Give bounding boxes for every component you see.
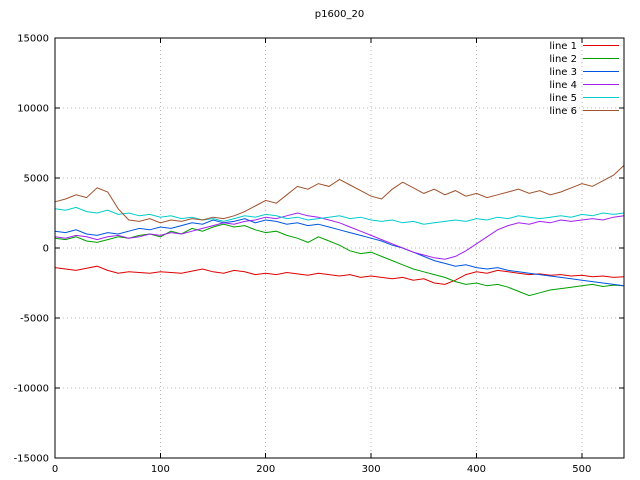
series-line-6 (54, 165, 625, 224)
legend-label-1: line 1 (549, 41, 577, 52)
y-tick-label: 10000 (17, 104, 49, 115)
series-line-5 (54, 206, 625, 225)
x-tick-label: 0 (52, 464, 58, 475)
series-line-4 (54, 212, 625, 260)
legend-label-5: line 5 (549, 93, 577, 104)
series-line-1 (54, 265, 625, 285)
x-tick-label: 400 (467, 464, 486, 475)
legend-label-4: line 4 (549, 80, 577, 91)
y-tick-label: 5000 (24, 174, 49, 185)
x-tick-label: 500 (572, 464, 591, 475)
series-line-2 (54, 223, 625, 297)
legend-label-6: line 6 (549, 106, 577, 117)
y-tick-label: -5000 (20, 314, 49, 325)
series-line-3 (54, 218, 625, 287)
y-tick-label: 15000 (17, 34, 49, 45)
legend-label-3: line 3 (549, 67, 577, 78)
x-tick-label: 300 (362, 464, 381, 475)
x-tick-label: 100 (151, 464, 170, 475)
y-tick-label: -10000 (14, 384, 49, 395)
chart-title: p1600_20 (314, 9, 365, 20)
y-tick-label: 0 (43, 244, 49, 255)
x-tick-label: 200 (256, 464, 275, 475)
legend-label-2: line 2 (549, 54, 577, 65)
y-tick-label: -15000 (14, 454, 49, 465)
